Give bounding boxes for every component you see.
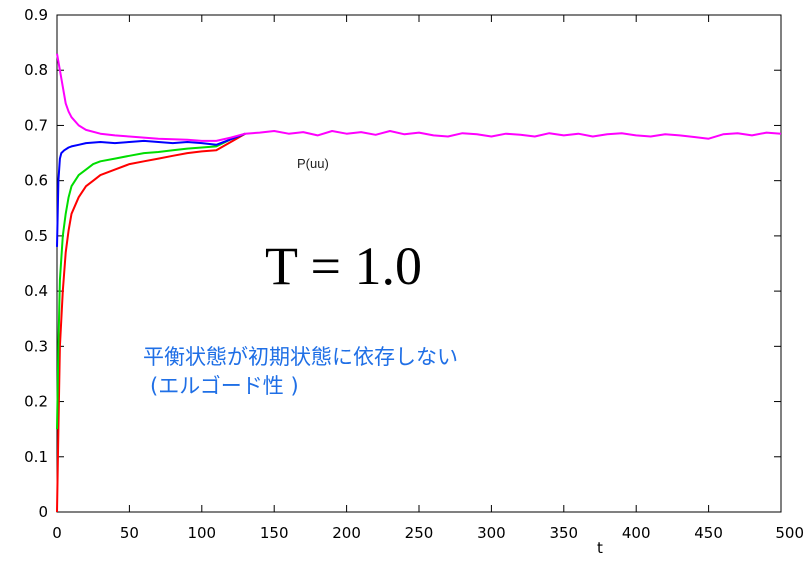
x-tick-label: 200: [332, 524, 361, 542]
y-tick-label: 0.5: [24, 227, 48, 245]
x-tick-label: 400: [622, 524, 651, 542]
y-tick-label: 0.3: [24, 337, 48, 355]
series-line-1: [56, 132, 246, 513]
y-tick-label: 0.9: [24, 6, 48, 24]
x-tick-label: 500: [775, 524, 804, 542]
y-tick-label: 0: [38, 503, 48, 521]
x-tick-label: 250: [405, 524, 434, 542]
temperature-annotation: T = 1.0: [265, 236, 422, 296]
x-tick-label: 450: [694, 524, 723, 542]
y-axis: 0 0.1 0.2 0.3 0.4 0.5 0.6 0.7 0.8 0.9: [24, 6, 781, 521]
y-tick-label: 0.1: [24, 448, 48, 466]
x-tick-label: 100: [187, 524, 216, 542]
x-tick-label: 150: [260, 524, 289, 542]
series-line-4: [56, 53, 782, 142]
y-tick-label: 0.7: [24, 116, 48, 134]
ergodicity-note-line-2: (エルゴード性 ): [150, 374, 299, 398]
x-axis: 0 50 100 150 200 250 300 350 400 450 500: [52, 15, 804, 542]
y-tick-label: 0.4: [24, 282, 48, 300]
x-axis-label: t: [597, 539, 603, 557]
y-tick-label: 0.6: [24, 172, 48, 190]
y-tick-label: 0.2: [24, 393, 48, 411]
x-tick-label: 350: [549, 524, 578, 542]
series-lines: [56, 53, 782, 513]
x-tick-label: 300: [477, 524, 506, 542]
x-tick-label: 50: [120, 524, 139, 542]
series-label-p-uu: P(uu): [297, 156, 329, 171]
y-tick-label: 0.8: [24, 61, 48, 79]
ergodicity-note-line-1: 平衡状態が初期状態に依存しない: [143, 345, 458, 369]
plot-frame: [56, 14, 782, 513]
series-line-2: [56, 132, 246, 430]
x-tick-label: 0: [52, 524, 62, 542]
series-line-3: [56, 132, 246, 247]
